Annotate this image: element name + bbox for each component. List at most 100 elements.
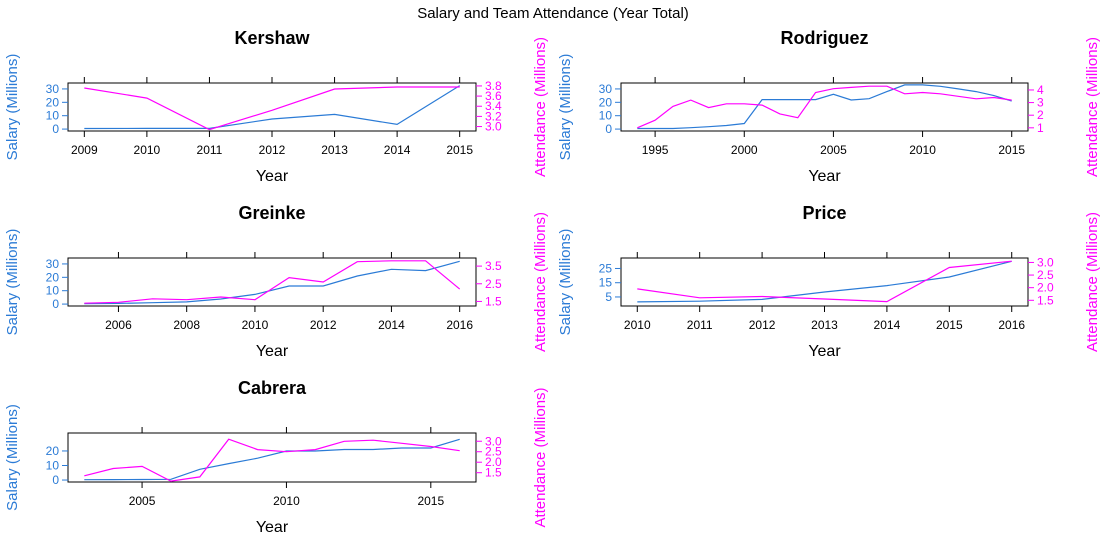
x-tick-label: 2010	[242, 318, 269, 332]
y-right-tick-label: 1.5	[485, 466, 502, 480]
panel-title: Kershaw	[234, 28, 310, 48]
y-right-tick-label: 3.4	[485, 99, 502, 113]
y-right-tick-label: 1.5	[1037, 293, 1054, 307]
x-tick-label: 2005	[820, 143, 847, 157]
x-tick-label: 2015	[998, 143, 1025, 157]
y-right-tick-label: 3.6	[485, 89, 502, 103]
y-left-tick-label: 20	[599, 95, 613, 109]
x-tick-label: 2010	[134, 143, 161, 157]
y-left-tick-label: 5	[605, 290, 612, 304]
x-tick-label: 2010	[909, 143, 936, 157]
y-right-tick-label: 3	[1037, 96, 1044, 110]
y-left-tick-label: 10	[46, 284, 60, 298]
panel-title: Price	[802, 203, 846, 223]
y-right-tick-label: 3.0	[485, 434, 502, 448]
x-axis-label: Year	[256, 519, 289, 536]
y-right-tick-label: 2.5	[485, 445, 502, 459]
y-right-tick-label: 3.0	[1037, 255, 1054, 269]
plot-frame	[67, 257, 477, 307]
x-tick-label: 2013	[811, 318, 838, 332]
x-tick-label: 2015	[936, 318, 963, 332]
y-left-axis-label: Salary (Millions)	[4, 229, 21, 336]
x-tick-label: 2008	[173, 318, 200, 332]
y-right-tick-label: 2.5	[485, 277, 502, 291]
plot-frame	[620, 82, 1029, 132]
y-right-tick-label: 3.5	[485, 259, 502, 273]
y-right-axis-label: Attendance (Millions)	[1084, 212, 1101, 352]
figure-title: Salary and Team Attendance (Year Total)	[417, 5, 689, 22]
chart-panel-kershaw: Kershaw 2009 2010 2011 2012 2013 2014 2015 Year 0…	[4, 28, 549, 185]
attendance-series-line	[84, 438, 460, 482]
chart-panel-greinke: Greinke 2006 2008 2010 2012 2014 2016 Year 01020…	[4, 203, 549, 360]
salary-series-line	[84, 438, 460, 481]
x-tick-label: 2009	[71, 143, 98, 157]
y-right-tick-label: 3.2	[485, 109, 502, 123]
x-tick-label: 2016	[998, 318, 1025, 332]
y-right-axis-label: Attendance (Millions)	[1084, 37, 1101, 177]
x-axis-label: Year	[808, 168, 841, 185]
x-tick-label: 2015	[417, 494, 444, 508]
panel-title: Cabrera	[238, 378, 307, 398]
y-left-tick-label: 30	[46, 82, 60, 96]
chart-panel-rodriguez: Rodriguez 1995 2000 2005 2010 2015 Year 0102030…	[557, 28, 1101, 185]
salary-series-line	[84, 85, 461, 130]
y-right-tick-label: 3.0	[485, 120, 502, 134]
y-left-tick-label: 25	[599, 261, 613, 275]
x-tick-label: 2012	[310, 318, 337, 332]
y-right-tick-label: 4	[1037, 83, 1044, 97]
x-tick-label: 2012	[749, 318, 776, 332]
y-right-tick-label: 3.8	[485, 79, 502, 93]
x-axis-label: Year	[808, 343, 841, 360]
attendance-series-line	[637, 85, 1012, 129]
y-left-tick-label: 10	[46, 109, 60, 123]
x-tick-label: 2010	[624, 318, 651, 332]
x-tick-label: 2013	[321, 143, 348, 157]
y-left-axis-label: Salary (Millions)	[4, 404, 21, 511]
y-left-tick-label: 0	[52, 297, 59, 311]
y-left-tick-label: 0	[52, 473, 59, 487]
y-right-tick-label: 2.0	[485, 455, 502, 469]
y-left-axis-label: Salary (Millions)	[557, 229, 574, 336]
y-right-tick-label: 1.5	[485, 294, 502, 308]
y-left-tick-label: 30	[46, 257, 60, 271]
y-left-tick-label: 20	[46, 444, 60, 458]
x-tick-label: 2014	[378, 318, 405, 332]
y-left-tick-label: 0	[52, 122, 59, 136]
y-right-tick-label: 2	[1037, 108, 1044, 122]
x-tick-label: 2000	[731, 143, 758, 157]
panel-title: Greinke	[238, 203, 305, 223]
y-right-tick-label: 1	[1037, 121, 1044, 135]
x-tick-label: 2005	[129, 494, 156, 508]
salary-series-line	[637, 260, 1012, 303]
x-tick-label: 2011	[687, 318, 713, 332]
attendance-series-line	[84, 86, 460, 131]
x-tick-label: 2010	[273, 494, 300, 508]
y-left-tick-label: 0	[605, 122, 612, 136]
salary-series-line	[84, 260, 460, 305]
x-tick-label: 2014	[384, 143, 411, 157]
y-left-axis-label: Salary (Millions)	[4, 54, 21, 161]
y-right-axis-label: Attendance (Millions)	[532, 212, 549, 352]
chart-panel-price: Price 2010 2011 2012 2013 2014 2015 2016 Year 515…	[557, 203, 1101, 360]
y-right-axis-label: Attendance (Millions)	[532, 387, 549, 527]
x-tick-label: 2012	[259, 143, 286, 157]
y-left-tick-label: 10	[599, 109, 613, 123]
y-right-axis-label: Attendance (Millions)	[532, 37, 549, 177]
attendance-series-line	[84, 260, 461, 304]
panel-title: Rodriguez	[781, 28, 869, 48]
attendance-series-line	[637, 260, 1012, 303]
y-left-axis-label: Salary (Millions)	[557, 54, 574, 161]
x-tick-label: 2014	[874, 318, 901, 332]
x-tick-label: 1995	[642, 143, 669, 157]
y-left-tick-label: 10	[46, 458, 60, 472]
x-tick-label: 2011	[197, 143, 223, 157]
y-left-tick-label: 15	[599, 276, 613, 290]
y-right-tick-label: 2.5	[1037, 268, 1054, 282]
plot-frame	[67, 82, 477, 132]
y-left-tick-label: 30	[599, 82, 613, 96]
y-left-tick-label: 20	[46, 270, 60, 284]
y-left-tick-label: 20	[46, 95, 60, 109]
plot-frame	[67, 432, 477, 483]
